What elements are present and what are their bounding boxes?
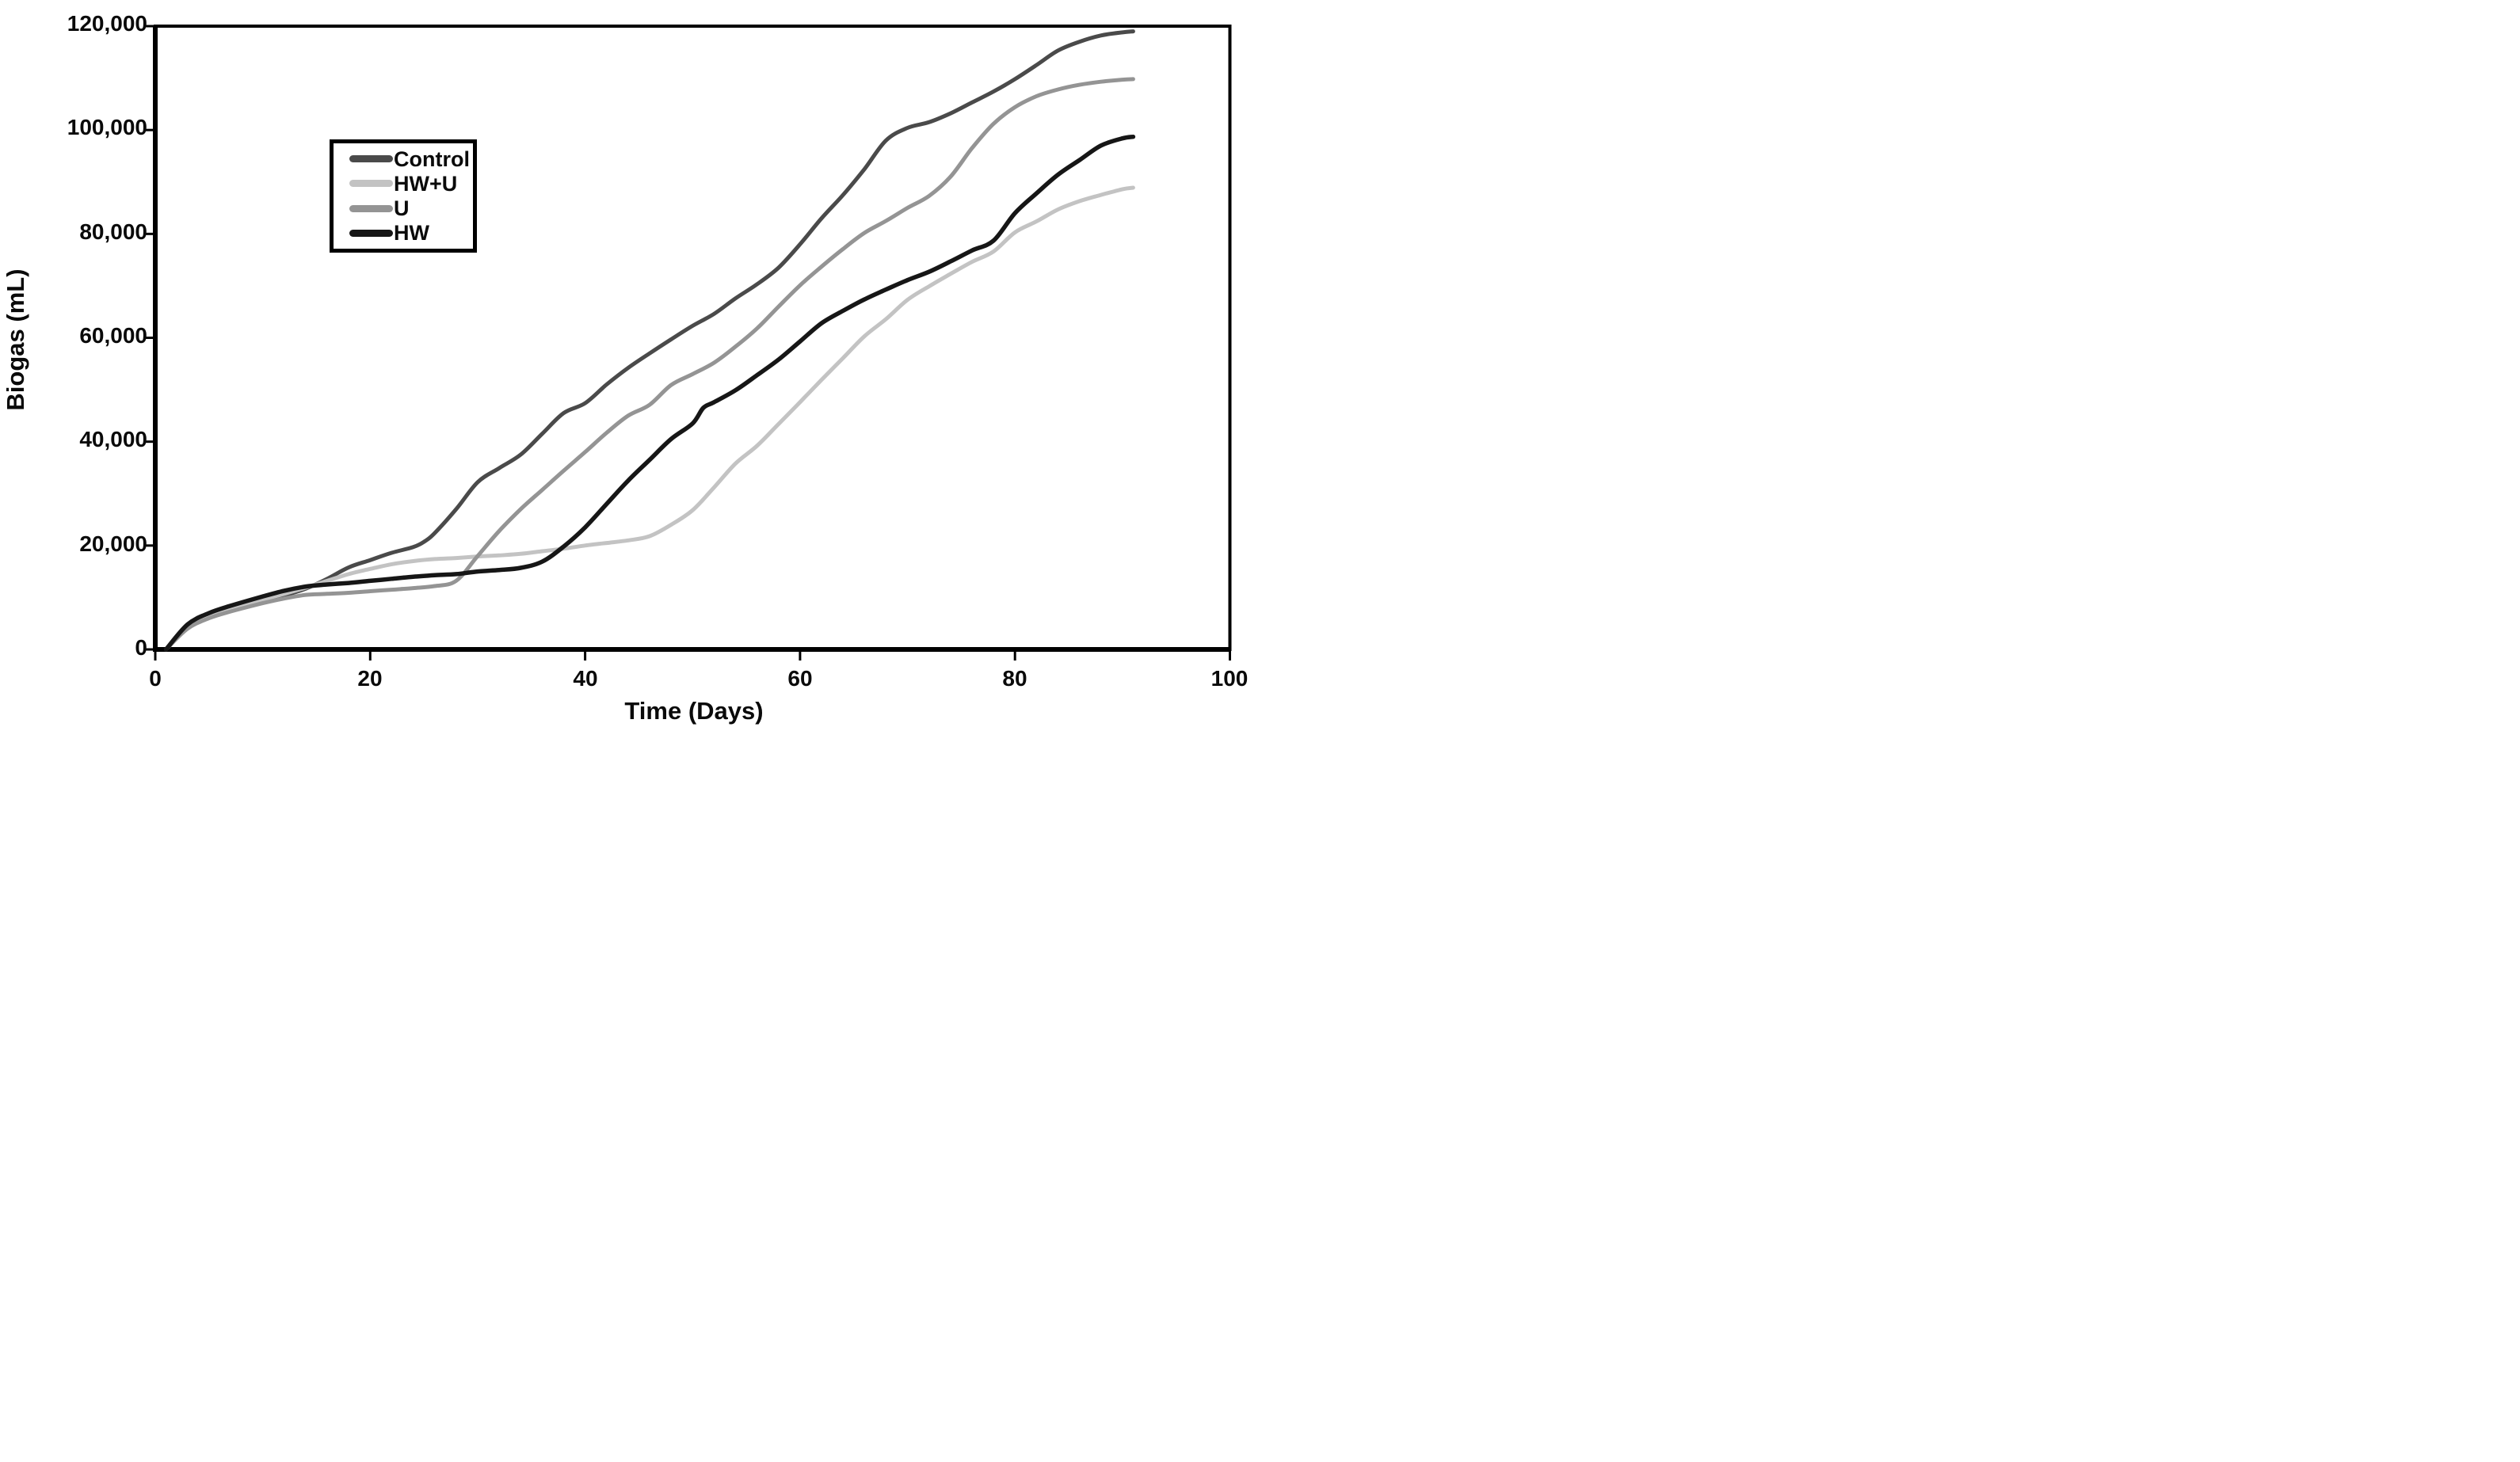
chart-figure: 0 20,000 40,000 60,000 80,000 100,000 12… bbox=[0, 0, 1260, 731]
chart-canvas bbox=[144, 25, 1232, 661]
legend-label-u: U bbox=[394, 196, 410, 221]
control-line-swatch-icon bbox=[349, 155, 393, 163]
series-line-hw bbox=[163, 134, 1136, 652]
series-line-hw-u bbox=[164, 185, 1135, 652]
y-tick-label-80000: 80,000 bbox=[79, 219, 147, 244]
legend-item-hw-u: HW+U bbox=[349, 173, 473, 195]
y-tick-label-120000: 120,000 bbox=[67, 11, 147, 36]
legend-item-control: Control bbox=[349, 148, 473, 170]
u-line-swatch-icon bbox=[349, 204, 393, 212]
legend-item-hw: HW bbox=[349, 222, 473, 244]
y-tick-label-60000: 60,000 bbox=[79, 323, 147, 348]
legend-item-u: U bbox=[349, 197, 473, 219]
y-tick-label-0: 0 bbox=[135, 635, 147, 660]
hw-u-line-swatch-icon bbox=[349, 180, 393, 188]
x-tick-label-80: 80 bbox=[1002, 666, 1027, 691]
x-tick-label-40: 40 bbox=[573, 666, 598, 691]
series-line-control bbox=[164, 29, 1135, 652]
y-tick-label-40000: 40,000 bbox=[79, 427, 147, 451]
y-tick-label-100000: 100,000 bbox=[67, 115, 147, 139]
series-line-u bbox=[164, 77, 1135, 652]
y-axis-title: Biogas (mL) bbox=[2, 268, 29, 411]
hw-line-swatch-icon bbox=[349, 229, 393, 237]
legend-label-hw-u: HW+U bbox=[394, 171, 458, 196]
x-axis-title: Time (Days) bbox=[624, 697, 764, 725]
y-tick-label-20000: 20,000 bbox=[79, 531, 147, 556]
x-tick-label-0: 0 bbox=[149, 666, 162, 691]
legend-label-control: Control bbox=[394, 147, 470, 171]
x-tick-label-100: 100 bbox=[1210, 666, 1249, 691]
x-tick-label-20: 20 bbox=[357, 666, 383, 691]
x-tick-label-60: 60 bbox=[787, 666, 813, 691]
legend: Control HW+U U HW bbox=[330, 139, 477, 253]
legend-label-hw: HW bbox=[394, 221, 429, 246]
